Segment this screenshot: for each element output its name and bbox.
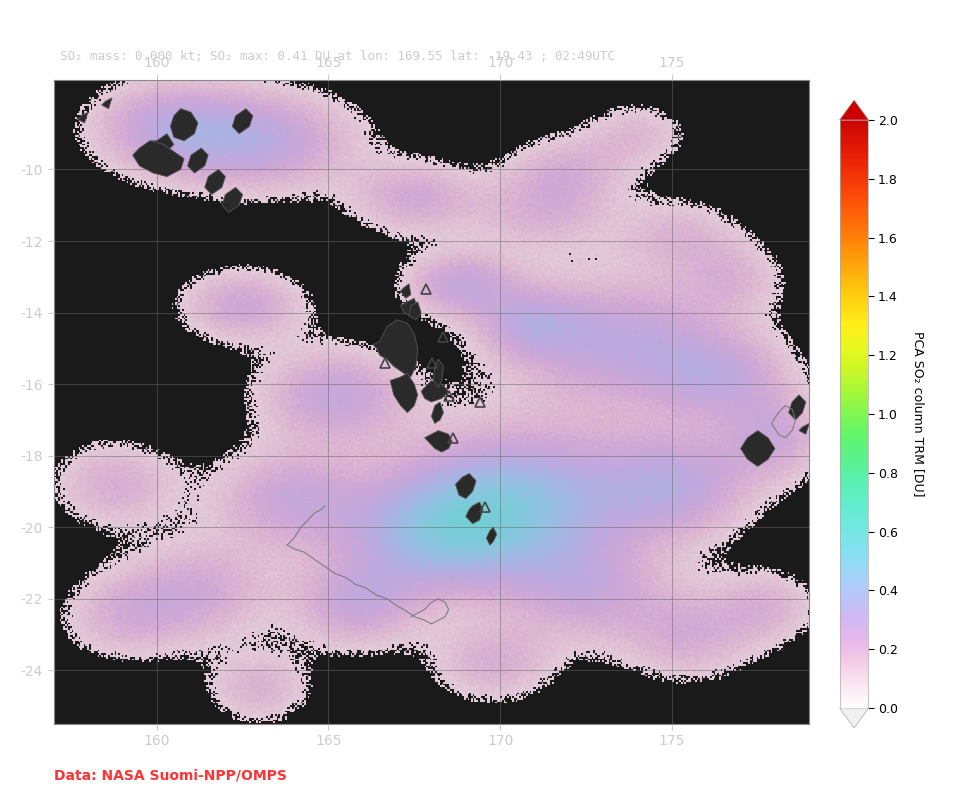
Polygon shape bbox=[455, 474, 476, 498]
Polygon shape bbox=[222, 187, 243, 212]
Polygon shape bbox=[390, 374, 417, 413]
Polygon shape bbox=[171, 109, 198, 141]
Polygon shape bbox=[78, 112, 88, 123]
Polygon shape bbox=[433, 359, 444, 388]
Text: SO₂ mass: 0.000 kt; SO₂ max: 0.41 DU at lon: 169.55 lat: -19.43 ; 02:49UTC: SO₂ mass: 0.000 kt; SO₂ max: 0.41 DU at … bbox=[60, 50, 615, 62]
Text: Suomi NPP/OMPS - 12/04/2024 01:07-02:53 UT: Suomi NPP/OMPS - 12/04/2024 01:07-02:53 … bbox=[223, 26, 664, 43]
Polygon shape bbox=[187, 148, 209, 173]
Polygon shape bbox=[839, 708, 869, 728]
Polygon shape bbox=[421, 381, 448, 402]
Polygon shape bbox=[424, 430, 452, 452]
Polygon shape bbox=[466, 502, 483, 524]
Polygon shape bbox=[401, 298, 417, 316]
Polygon shape bbox=[232, 109, 253, 134]
Text: Data: NASA Suomi-NPP/OMPS: Data: NASA Suomi-NPP/OMPS bbox=[54, 768, 287, 782]
Polygon shape bbox=[101, 98, 112, 109]
Polygon shape bbox=[150, 134, 174, 151]
Polygon shape bbox=[373, 320, 417, 377]
Polygon shape bbox=[205, 170, 225, 194]
Polygon shape bbox=[789, 395, 805, 420]
Polygon shape bbox=[839, 100, 869, 120]
Polygon shape bbox=[799, 423, 809, 434]
Polygon shape bbox=[401, 284, 410, 298]
Y-axis label: PCA SO₂ column TRM [DU]: PCA SO₂ column TRM [DU] bbox=[912, 331, 925, 497]
Polygon shape bbox=[431, 402, 444, 423]
Polygon shape bbox=[487, 527, 496, 545]
Polygon shape bbox=[133, 141, 184, 177]
Polygon shape bbox=[410, 302, 421, 320]
Polygon shape bbox=[741, 430, 775, 466]
